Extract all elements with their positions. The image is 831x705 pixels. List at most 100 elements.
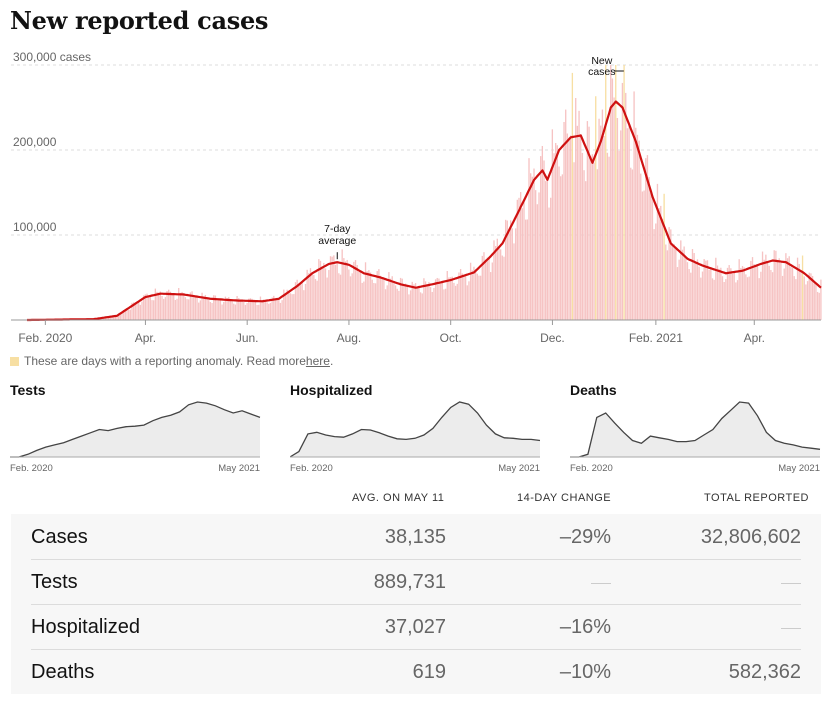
daily-case-bar [806, 281, 809, 320]
daily-case-bar [808, 272, 810, 320]
daily-case-bar [655, 223, 657, 320]
daily-case-bar [163, 298, 165, 320]
daily-case-bar [543, 160, 545, 320]
daily-case-bar [548, 207, 550, 320]
daily-case-bar [469, 262, 472, 320]
daily-case-bar [336, 262, 338, 320]
daily-case-bar [801, 255, 804, 320]
daily-case-bar [788, 256, 790, 320]
read-more-link[interactable]: here [305, 354, 330, 368]
daily-case-bar [413, 284, 415, 320]
y-tick-label: 200,000 [13, 135, 57, 149]
daily-case-bar [253, 301, 255, 320]
daily-case-bar [730, 268, 732, 320]
daily-case-bar [329, 256, 332, 320]
daily-case-bar [815, 283, 817, 320]
daily-case-bar [164, 297, 167, 320]
daily-case-bar [339, 274, 342, 320]
daily-case-bar [146, 293, 148, 320]
daily-case-bar [595, 96, 597, 320]
daily-case-bar [810, 273, 812, 320]
sparkline-area [570, 402, 820, 457]
daily-case-bar [414, 283, 417, 320]
daily-case-bar [281, 300, 283, 320]
daily-case-bar [261, 299, 263, 320]
daily-case-bar [479, 275, 482, 320]
daily-case-bar [293, 294, 295, 320]
avg-value: 889,731 [373, 571, 446, 593]
change-value: –16% [559, 616, 611, 638]
hospitalized-title: Hospitalized [290, 382, 373, 398]
daily-case-bar [266, 302, 268, 320]
daily-case-bar [540, 156, 542, 320]
daily-case-bar [726, 267, 729, 320]
row-label: Cases [31, 526, 88, 548]
daily-case-bar [725, 279, 727, 320]
daily-case-bar [598, 118, 600, 320]
daily-case-bar [154, 288, 157, 320]
daily-case-bar [503, 256, 505, 320]
daily-case-bar [276, 299, 278, 320]
daily-case-bar [816, 291, 819, 320]
daily-case-bar [783, 268, 785, 320]
daily-case-bar [206, 298, 208, 320]
daily-case-bar [453, 282, 455, 320]
daily-case-bar [191, 291, 193, 320]
daily-case-bar [600, 125, 602, 320]
daily-case-bar [428, 282, 430, 320]
daily-case-bar [680, 240, 682, 320]
daily-case-bar [264, 299, 267, 320]
daily-case-bar [126, 309, 128, 320]
daily-case-bar [696, 259, 699, 320]
y-tick-label: 300,000 cases [13, 50, 91, 64]
daily-case-bar [283, 289, 285, 320]
daily-case-bar [309, 268, 312, 320]
daily-case-bar [693, 253, 695, 320]
daily-case-bar [486, 257, 488, 320]
daily-case-bar [379, 275, 382, 320]
daily-case-bar [228, 297, 230, 320]
daily-case-bar [681, 249, 684, 320]
daily-case-bar [813, 283, 815, 320]
daily-case-bar [378, 269, 380, 320]
daily-case-bar [790, 266, 792, 320]
daily-case-bar [735, 282, 737, 320]
tests-sparkline: Feb. 2020 May 2021 [10, 401, 261, 474]
daily-case-bar [246, 303, 248, 320]
daily-case-bar [651, 194, 654, 320]
daily-case-bar [533, 168, 535, 320]
daily-case-bar [314, 279, 317, 320]
daily-case-bar [369, 272, 372, 320]
daily-case-bar [161, 295, 163, 320]
daily-case-bar [351, 273, 353, 320]
daily-case-bar [800, 269, 802, 320]
daily-case-bar [713, 279, 715, 320]
daily-case-bar [239, 300, 242, 320]
daily-case-bar [521, 208, 523, 320]
daily-case-bar [254, 300, 257, 320]
daily-case-bar [761, 251, 764, 320]
daily-case-bar [326, 277, 328, 320]
daily-case-bar [575, 98, 577, 320]
daily-case-bar [159, 291, 162, 320]
sparkline-line [290, 401, 541, 458]
daily-case-bar [738, 259, 740, 320]
daily-case-bar [199, 300, 202, 320]
daily-case-bar [701, 271, 704, 320]
table-row-deaths: Deaths 619 –10% 582,362 [31, 649, 801, 694]
daily-case-bar [676, 267, 679, 320]
daily-case-bar [585, 181, 587, 320]
daily-case-bar [348, 269, 350, 320]
daily-case-bar [703, 259, 705, 320]
daily-case-bar [553, 153, 555, 320]
anomaly-legend: These are days with a reporting anomaly.… [10, 354, 333, 368]
daily-case-bar [660, 205, 662, 320]
daily-case-bar [454, 285, 457, 320]
daily-case-bar [426, 284, 428, 320]
total-empty-dash [781, 583, 801, 584]
daily-case-bar [519, 192, 522, 320]
daily-case-bar [416, 288, 418, 320]
daily-case-bar [256, 305, 258, 320]
daily-case-bar [820, 279, 822, 320]
